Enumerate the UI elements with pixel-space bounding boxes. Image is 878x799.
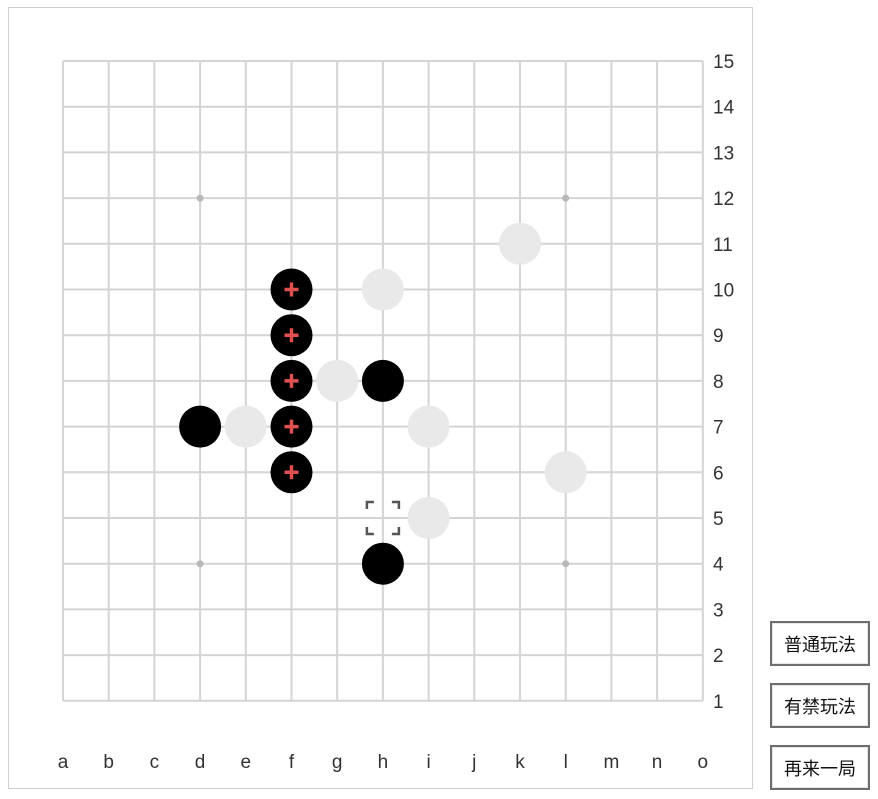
white-stone	[544, 451, 587, 494]
winning-cross-icon	[284, 328, 299, 343]
black-stone	[361, 542, 404, 585]
star-point	[562, 194, 570, 202]
column-label: c	[150, 752, 160, 773]
column-label: f	[289, 752, 295, 773]
column-label: b	[103, 752, 114, 773]
white-stone	[224, 405, 267, 448]
star-point	[562, 560, 570, 568]
black-stone	[179, 405, 222, 448]
column-label: g	[332, 752, 343, 773]
winning-cross-icon	[284, 465, 299, 480]
column-label: h	[378, 752, 389, 773]
winning-cross-icon	[284, 282, 299, 297]
white-stone	[361, 268, 404, 311]
column-label: a	[58, 752, 69, 773]
white-stone	[407, 405, 450, 448]
column-label: d	[195, 752, 206, 773]
restart-button[interactable]: 再来一局	[770, 745, 870, 790]
row-label: 10	[713, 281, 734, 302]
cursor-marker-icon	[365, 500, 401, 536]
row-label: 14	[713, 98, 735, 119]
normal-mode-button[interactable]: 普通玩法	[770, 621, 870, 666]
row-label: 1	[713, 692, 724, 713]
row-label: 15	[713, 52, 734, 73]
forbidden-mode-button[interactable]: 有禁玩法	[770, 683, 870, 728]
gomoku-board[interactable]: a b c d e f g h i j k l m n o 1 2 3 4 5 6 7 8 9 10 11 12 13 14 15	[8, 7, 753, 789]
row-label: 11	[713, 235, 733, 256]
column-label: j	[471, 752, 476, 773]
row-label: 13	[713, 143, 734, 164]
column-label: e	[241, 752, 252, 773]
white-stone	[499, 222, 541, 265]
white-stone	[316, 359, 359, 402]
row-label: 2	[713, 646, 724, 667]
star-point	[196, 560, 204, 568]
row-label: 3	[713, 600, 724, 621]
winning-cross-icon	[284, 373, 299, 388]
row-label: 5	[713, 509, 724, 530]
row-label: 8	[713, 372, 724, 393]
column-label: i	[426, 752, 430, 773]
column-label: l	[564, 752, 568, 773]
column-label: m	[603, 752, 619, 773]
winning-cross-icon	[284, 419, 299, 434]
row-label: 9	[713, 326, 724, 347]
row-label: 12	[713, 189, 734, 210]
row-label: 4	[713, 555, 724, 576]
black-stone	[361, 359, 404, 402]
row-label: 7	[713, 418, 724, 439]
column-label: n	[652, 752, 663, 773]
row-label: 6	[713, 463, 724, 484]
column-label: o	[698, 752, 709, 773]
star-point	[196, 194, 204, 202]
column-label: k	[515, 752, 525, 773]
white-stone	[407, 497, 450, 539]
